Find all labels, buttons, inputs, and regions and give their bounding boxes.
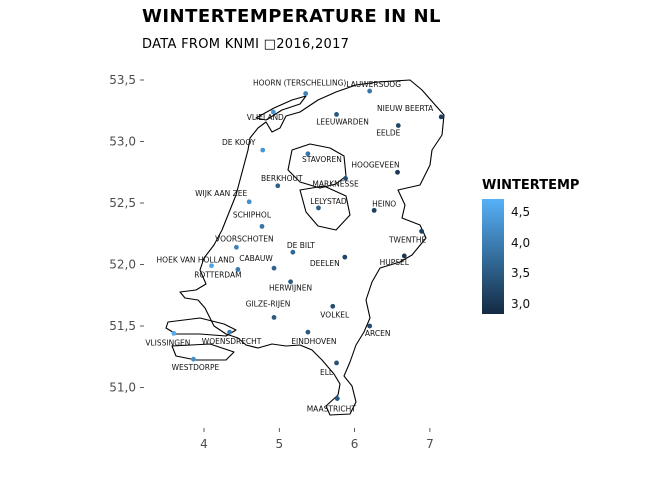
station-point bbox=[191, 357, 196, 362]
station-point bbox=[342, 255, 347, 260]
station-label: ELL bbox=[320, 368, 334, 377]
station-point bbox=[334, 361, 339, 366]
legend-title: WINTERTEMP bbox=[482, 178, 579, 193]
station-label: LAUWERSOOG bbox=[346, 80, 401, 89]
station-point bbox=[171, 331, 176, 336]
station-label: LELYSTAD bbox=[310, 197, 347, 206]
station-label: STAVOREN bbox=[302, 155, 342, 164]
station-label: DE BILT bbox=[287, 241, 315, 250]
station-label: VLIELAND bbox=[247, 113, 284, 122]
y-tick-label: 53,5 bbox=[109, 73, 136, 87]
station-point bbox=[439, 115, 444, 120]
station-point bbox=[303, 91, 308, 96]
station-label: MARKNESSE bbox=[312, 179, 359, 188]
legend-tick: 3,5 bbox=[511, 266, 530, 280]
flevoland bbox=[300, 186, 350, 230]
station-point bbox=[260, 224, 265, 229]
station-label: VLISSINGEN bbox=[145, 338, 190, 347]
station-label: SCHIPHOL bbox=[233, 210, 272, 219]
station-label: HERWIJNEN bbox=[269, 284, 312, 293]
station-label: ARCEN bbox=[365, 329, 391, 338]
station-label: BERKHOUT bbox=[261, 174, 303, 183]
station-point bbox=[372, 208, 377, 213]
y-tick-label: 51,0 bbox=[109, 381, 136, 395]
station-label: HUPSEL bbox=[380, 258, 410, 267]
station-point bbox=[367, 324, 372, 329]
station-label: LEEUWARDEN bbox=[316, 117, 369, 126]
station-point bbox=[395, 170, 400, 175]
x-tick-label: 7 bbox=[426, 437, 434, 451]
y-tick-label: 52,5 bbox=[109, 196, 136, 210]
station-point bbox=[367, 89, 372, 94]
station-point bbox=[227, 330, 232, 335]
station-point bbox=[335, 396, 340, 401]
y-tick-label: 52,0 bbox=[109, 258, 136, 272]
station-label: WESTDORPE bbox=[172, 363, 220, 372]
station-point bbox=[275, 183, 280, 188]
station-label: ROTTERDAM bbox=[194, 270, 241, 279]
station-point bbox=[396, 123, 401, 128]
station-point bbox=[247, 199, 252, 204]
station-label: WIJK AAN ZEE bbox=[195, 189, 247, 198]
station-label: HOORN (TERSCHELLING) bbox=[253, 79, 346, 88]
station-point bbox=[272, 315, 277, 320]
station-label: EELDE bbox=[376, 129, 400, 138]
y-tick-label: 51,5 bbox=[109, 319, 136, 333]
x-tick-label: 6 bbox=[351, 437, 359, 451]
station-label: DEELEN bbox=[310, 259, 340, 268]
station-label: TWENTHE bbox=[388, 235, 427, 244]
station-point bbox=[330, 304, 335, 309]
station-label: VOORSCHOTEN bbox=[215, 234, 274, 243]
station-label: EINDHOVEN bbox=[291, 337, 336, 346]
legend-tick: 3,0 bbox=[511, 297, 530, 311]
station-point bbox=[334, 112, 339, 117]
station-label: WOENSDRECHT bbox=[202, 337, 262, 346]
station-label: HOOGEVEEN bbox=[351, 160, 399, 169]
station-point bbox=[290, 250, 295, 255]
station-point bbox=[272, 266, 277, 271]
map-title: WINTERTEMPERATURE IN NL bbox=[142, 6, 441, 27]
station-point bbox=[419, 229, 424, 234]
station-label: HEINO bbox=[372, 199, 396, 208]
station-label: MAASTRICHT bbox=[307, 405, 357, 414]
y-tick-label: 53,0 bbox=[109, 135, 136, 149]
station-label: CABAUW bbox=[239, 254, 273, 263]
station-label: DE KOOY bbox=[222, 138, 256, 147]
legend-tick: 4,0 bbox=[511, 236, 530, 250]
station-point bbox=[316, 206, 321, 211]
station-label: HOEK VAN HOLLAND bbox=[157, 256, 235, 265]
x-tick-label: 5 bbox=[275, 437, 283, 451]
station-label: NIEUW BEERTA bbox=[377, 104, 434, 113]
map-subtitle: DATA FROM KNMI □2016,2017 bbox=[142, 37, 349, 52]
station-point bbox=[306, 330, 311, 335]
legend-tick: 4,5 bbox=[511, 205, 530, 219]
x-tick-label: 4 bbox=[200, 437, 208, 451]
legend-colorbar bbox=[482, 199, 504, 314]
station-label: VOLKEL bbox=[320, 310, 350, 319]
station-label: GILZE-RIJEN bbox=[246, 299, 291, 308]
station-point bbox=[260, 148, 265, 153]
station-point bbox=[234, 245, 239, 250]
